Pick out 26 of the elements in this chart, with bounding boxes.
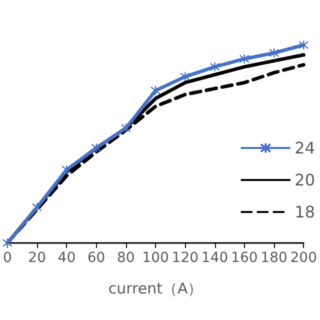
x-tick-label: 120 [172,250,199,266]
point [210,62,220,72]
x-tick-label: 180 [260,250,288,266]
point [150,85,161,96]
legend-label: 24 [294,138,315,158]
point [91,142,102,154]
legend-label: 18 [294,202,315,222]
x-tick-label: 60 [87,250,106,266]
point [120,123,132,134]
point [2,238,13,248]
x-tick-label: 200 [290,250,318,266]
point [239,54,250,64]
x-tick-label: 40 [58,250,76,266]
point [298,40,309,50]
point [62,164,72,175]
x-tick-label: 20 [28,250,46,266]
point [268,48,280,58]
x-tick-label: 140 [201,250,228,266]
legend-label: 20 [294,170,315,190]
point [180,72,190,82]
x-tick-label: 100 [142,250,169,266]
x-tick-label: 0 [2,250,12,266]
x-tick-label: 80 [117,250,135,266]
point [32,202,42,212]
x-tick-label: 160 [231,250,258,266]
x-axis-title: current（A） [108,280,203,298]
